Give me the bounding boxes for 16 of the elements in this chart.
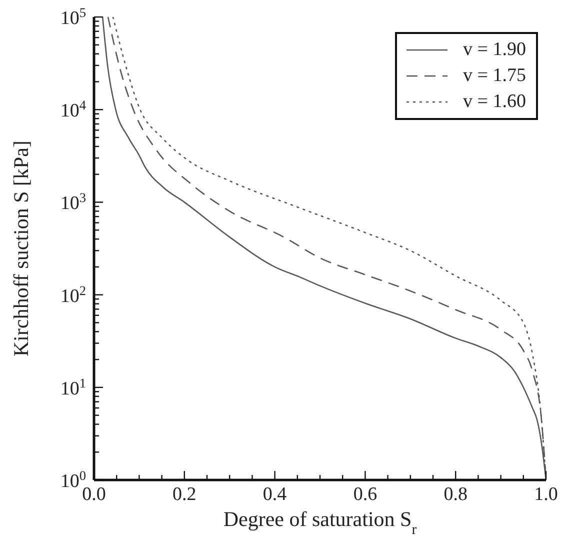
x-tick-label: 0.4 [262, 484, 288, 505]
y-tick-label: 10$^{2}$ [60, 282, 86, 307]
x-tick-label: 0.8 [444, 484, 468, 505]
legend-label: v = 1.90 [463, 39, 526, 61]
legend-label: v = 1.60 [463, 91, 526, 113]
y-tick-label: 10$^{4}$ [60, 97, 86, 122]
x-tick-label: 1.0 [534, 484, 558, 505]
y-tick-label: 10$^{5}$ [60, 4, 86, 29]
legend-label: v = 1.75 [463, 65, 526, 87]
x-axis-title: Degree of saturation S$_{r}$ [223, 507, 417, 538]
y-axis-title: Kirchhoff suction S [kPa] [9, 140, 33, 356]
y-tick-label: 10$^{1}$ [60, 374, 86, 400]
x-tick-label: 0.2 [172, 484, 196, 505]
x-tick-label: 0.6 [353, 484, 378, 505]
y-tick-label: 10$^{3}$ [60, 190, 86, 214]
x-tick-label: 0.0 [82, 484, 106, 505]
